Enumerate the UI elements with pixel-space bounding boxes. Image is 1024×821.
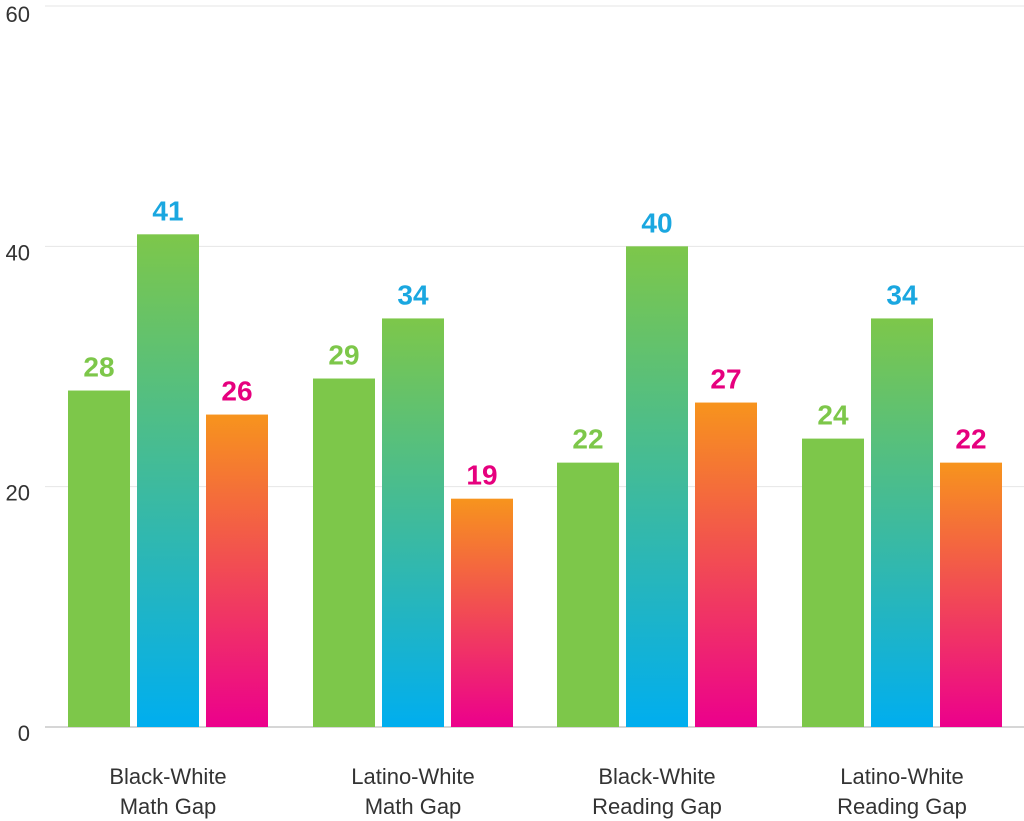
y-tick-label: 20 — [6, 481, 30, 506]
x-category-line: Math Gap — [365, 794, 462, 819]
x-category-label: Latino-White Reading Gap — [837, 764, 967, 819]
x-category-label: Black-White Reading Gap — [592, 764, 722, 819]
data-label: 22 — [955, 424, 986, 455]
data-label: 24 — [817, 400, 849, 431]
x-category-label: Black-White Math Gap — [109, 764, 226, 819]
bar — [68, 390, 130, 727]
data-label: 40 — [641, 207, 672, 238]
bars — [68, 234, 1002, 728]
x-category-line: Math Gap — [120, 794, 217, 819]
data-label: 41 — [152, 195, 183, 226]
x-category-line: Latino-White — [840, 764, 964, 789]
data-label: 34 — [397, 279, 429, 310]
data-label: 22 — [572, 424, 603, 455]
value-labels: 28 29 22 24 41 34 40 34 26 19 27 22 — [83, 195, 986, 490]
bar — [626, 246, 688, 728]
bar — [802, 438, 864, 727]
x-category-line: Black-White — [598, 764, 715, 789]
bar — [695, 402, 757, 727]
bar — [451, 498, 513, 727]
data-label: 29 — [328, 340, 359, 371]
x-category-line: Reading Gap — [837, 794, 967, 819]
data-label: 19 — [466, 460, 497, 491]
bar — [206, 414, 268, 727]
data-label: 34 — [886, 279, 918, 310]
y-tick-label: 0 — [18, 721, 30, 746]
data-label: 28 — [83, 352, 114, 383]
bar — [557, 462, 619, 727]
data-label: 27 — [710, 364, 741, 395]
x-category-line: Latino-White — [351, 764, 475, 789]
x-category-label: Latino-White Math Gap — [351, 764, 475, 819]
bar — [137, 234, 199, 728]
data-label: 26 — [221, 376, 252, 407]
y-tick-label: 40 — [6, 240, 30, 265]
y-tick-label: 60 — [6, 2, 30, 27]
bar — [871, 318, 933, 727]
bar — [940, 462, 1002, 727]
bar — [382, 318, 444, 727]
x-category-line: Black-White — [109, 764, 226, 789]
x-category-line: Reading Gap — [592, 794, 722, 819]
y-axis-ticks: 0 20 40 60 — [6, 2, 30, 746]
bar — [313, 378, 375, 727]
